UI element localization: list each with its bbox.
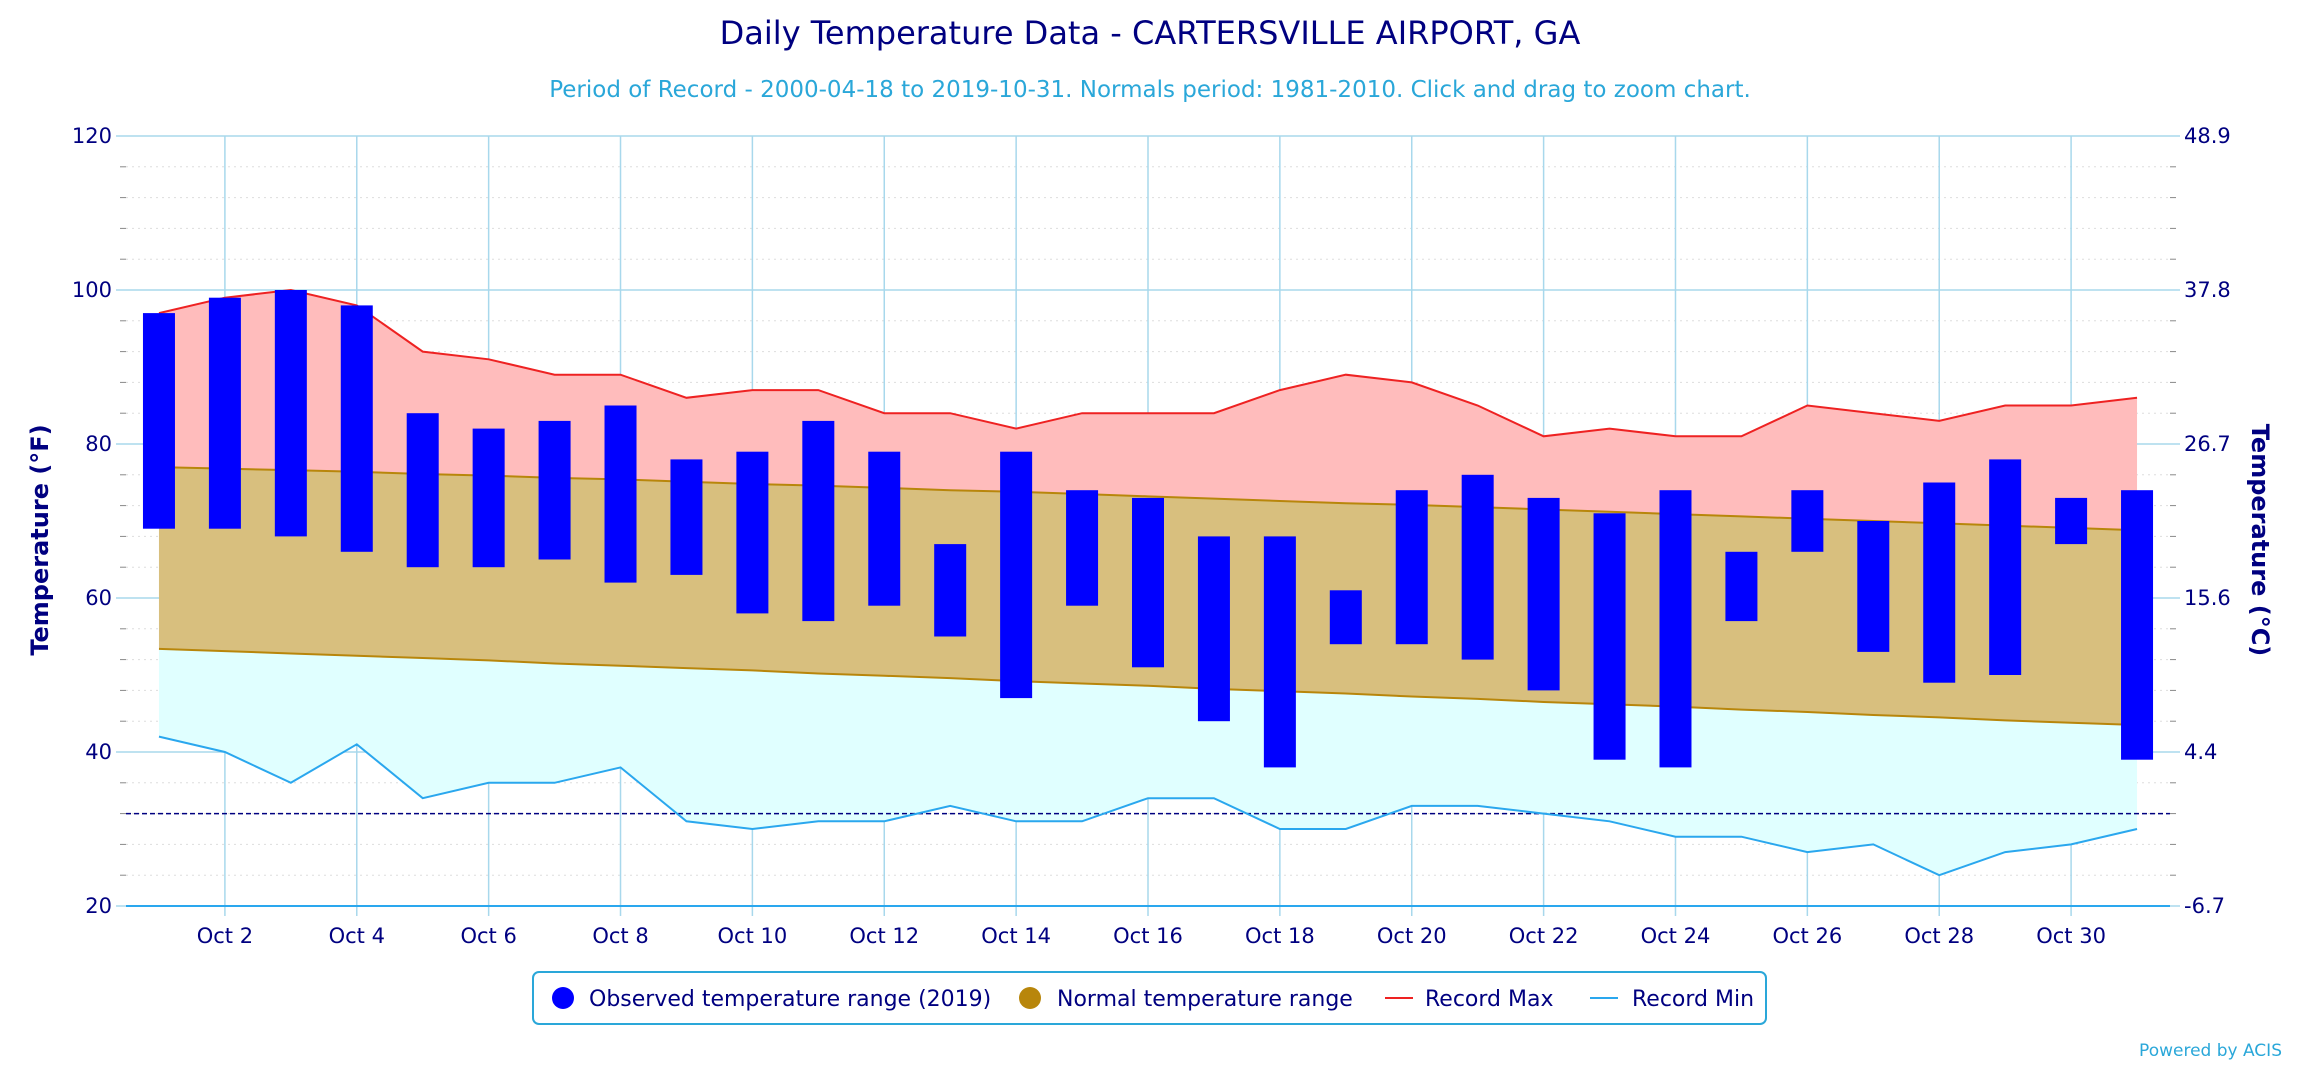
observed-range-bar[interactable] [1593,513,1626,760]
x-tick-label: Oct 4 [329,924,385,948]
x-tick-label: Oct 22 [1509,924,1579,948]
observed-range-bar[interactable] [1791,490,1824,552]
y-tick-label-right: -6.7 [2184,894,2225,918]
observed-range-bar[interactable] [802,420,835,622]
axis-ticks: 20 -6.7 40 4.4 60 15.6 80 26.7 100 37.8 120 48.9 Oct… [72,124,2231,948]
legend-label-observed: Observed temperature range (2019) [589,987,991,1012]
acis-credit-link[interactable]: Powered by ACIS [2139,1041,2282,1061]
observed-range-bar[interactable] [406,413,439,568]
y-tick-label-right: 26.7 [2184,432,2231,456]
record-max-line[interactable] [158,288,2138,438]
observed-range-bar[interactable] [934,544,967,637]
x-tick-label: Oct 6 [460,924,516,948]
observed-range-bar[interactable] [1329,590,1362,645]
x-tick-label: Oct 16 [1113,924,1183,948]
legend-item-normal[interactable]: Normal temperature range [1019,987,1353,1012]
observed-range-bar[interactable] [208,297,241,529]
observed-range-bar[interactable] [142,313,175,529]
y-tick-label-left: 80 [85,432,112,456]
x-tick-label: Oct 28 [1904,924,1974,948]
observed-range-bar[interactable] [736,451,769,614]
y-tick-label-left: 20 [85,894,112,918]
observed-range-bar[interactable] [1395,490,1428,645]
y-tick-label-right: 48.9 [2184,124,2231,148]
x-tick-label: Oct 30 [2036,924,2106,948]
observed-range-bar[interactable] [538,420,571,560]
legend-label-record-max: Record Max [1425,987,1554,1012]
legend-label-normal: Normal temperature range [1057,987,1353,1012]
normal-marker-icon [1019,987,1041,1009]
y-tick-label-left: 120 [72,124,112,148]
y-tick-label-right: 37.8 [2184,278,2231,302]
observed-bars[interactable] [142,290,2154,768]
observed-range-bar[interactable] [868,451,901,606]
observed-range-bar[interactable] [1989,459,2022,675]
y-tick-label-left: 40 [85,740,112,764]
chart-subtitle: Period of Record - 2000-04-18 to 2019-10… [549,77,1751,103]
observed-range-bar[interactable] [1263,536,1296,768]
observed-range-bar[interactable] [1659,490,1692,768]
x-tick-label: Oct 20 [1377,924,1447,948]
observed-range-bar[interactable] [1066,490,1099,606]
record-min-line[interactable] [158,735,2138,877]
legend-item-record-max[interactable]: Record Max [1385,987,1554,1012]
x-tick-label: Oct 18 [1245,924,1315,948]
x-tick-label: Oct 8 [592,924,648,948]
x-tick-label: Oct 10 [718,924,788,948]
record-max-area [158,290,2138,531]
x-tick-label: Oct 12 [849,924,919,948]
observed-range-bar[interactable] [1857,521,1890,652]
x-tick-label: Oct 24 [1641,924,1711,948]
observed-range-bar[interactable] [2121,490,2154,760]
observed-range-bar[interactable] [1132,497,1164,668]
observed-range-bar[interactable] [472,428,505,568]
record-lines [126,288,2170,877]
legend-item-observed[interactable]: Observed temperature range (2019) [552,987,991,1012]
legend-box [532,971,1767,1025]
x-tick-label: Oct 14 [981,924,1051,948]
observed-range-bar[interactable] [1923,482,1956,683]
observed-range-bar[interactable] [1725,551,1758,622]
observed-marker-icon [552,987,574,1009]
x-tick-label: Oct 26 [1772,924,1842,948]
y-tick-label-right: 15.6 [2184,586,2231,610]
observed-range-bar[interactable] [340,305,373,552]
x-tick-label: Oct 2 [197,924,253,948]
observed-range-bar[interactable] [274,290,307,537]
chart-title: Daily Temperature Data - CARTERSVILLE AI… [720,14,1581,52]
y-axis-right-title: Temperature (°C) [2246,424,2274,657]
observed-range-bar[interactable] [1461,474,1494,660]
observed-range-bar[interactable] [604,405,637,583]
legend-label-record-min: Record Min [1632,987,1754,1012]
legend[interactable]: Observed temperature range (2019) Normal… [532,971,1767,1025]
observed-range-bar[interactable] [1527,497,1560,691]
observed-range-bar[interactable] [1000,451,1033,699]
y-tick-label-left: 60 [85,586,112,610]
observed-range-bar[interactable] [670,459,703,575]
legend-item-record-min[interactable]: Record Min [1590,987,1754,1012]
y-axis-left-title: Temperature (°F) [26,424,54,655]
observed-range-bar[interactable] [1197,536,1230,722]
y-tick-label-right: 4.4 [2184,740,2217,764]
normal-low-edge [158,647,2138,727]
observed-range-bar[interactable] [2055,497,2088,545]
y-tick-label-left: 100 [72,278,112,302]
